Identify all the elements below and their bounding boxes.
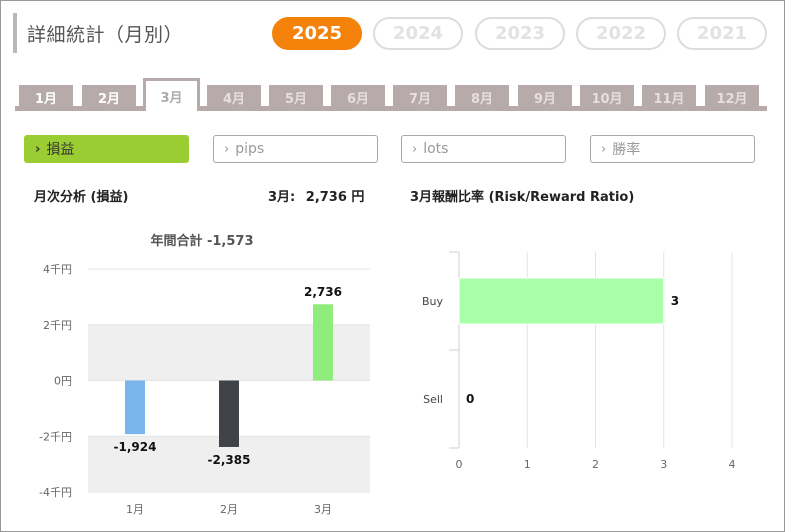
month-tab-3[interactable]: 3月 [143,78,200,111]
metric-button-lots[interactable]: › lots [401,135,566,163]
monthly-pl-chart: 年間合計 -1,573 4千円 2千円 0円 -2千円 -4千円 -1,924 -2,38… [39,233,370,516]
data-label: -2,385 [208,453,251,467]
rr-bar-buy[interactable] [458,277,665,325]
chevron-right-icon: › [412,141,418,157]
y-tick-label: -2千円 [39,430,72,443]
monthly-analysis-title: 月次分析 (損益) [34,190,129,205]
metric-button-pips[interactable]: › pips [213,135,378,163]
current-month-summary: 3月: 2,736 円 [268,186,364,205]
chevron-right-icon: › [601,141,607,157]
metric-button-label: 勝率 [612,142,641,158]
year-pill-2022[interactable]: 2022 [576,17,666,50]
x-tick-label: 2 [592,458,599,471]
y-tick-label: 0円 [54,375,72,388]
x-tick-label: 0 [456,458,463,471]
page-title: 詳細統計（月別） [27,23,184,46]
month-tab-12[interactable]: 12月 [705,85,759,109]
page-title-bar: 詳細統計（月別） [13,13,183,53]
metric-button-profit[interactable]: › 損益 [24,135,189,163]
month-tab-4[interactable]: 4月 [207,85,261,109]
month-tab-11[interactable]: 11月 [642,85,696,109]
month-tab-6[interactable]: 6月 [331,85,385,109]
year-pill-2024[interactable]: 2024 [373,17,463,50]
y-tick-label: 2千円 [43,319,72,332]
x-tick-label: 4 [729,458,736,471]
bar-1[interactable] [125,380,145,435]
current-month-label: 3月: [268,190,296,205]
month-tab-1[interactable]: 1月 [19,85,73,109]
rr-ratio-chart: 3 0 Buy Sell 0 1 2 3 4 [422,251,736,471]
month-tab-8[interactable]: 8月 [455,85,509,109]
y-tick-label: -4千円 [39,486,72,499]
year-pill-2025[interactable]: 2025 [272,17,362,50]
category-label: Buy [422,295,444,308]
current-month-value: 2,736 円 [305,190,365,205]
x-tick-label: 3月 [314,503,332,516]
year-pill-2023[interactable]: 2023 [475,17,565,50]
chevron-right-icon: › [224,141,230,157]
metric-button-label: pips [235,141,265,157]
bar-3[interactable] [313,304,333,381]
metric-button-label: lots [423,141,449,157]
data-label: -1,924 [114,440,157,454]
x-tick-label: 2月 [220,503,238,516]
metric-button-label: 損益 [46,142,75,158]
x-tick-label: 1 [524,458,531,471]
year-pill-2021[interactable]: 2021 [677,17,767,50]
month-tab-7[interactable]: 7月 [393,85,447,109]
metric-button-winrate[interactable]: › 勝率 [590,135,755,163]
month-tab-5[interactable]: 5月 [269,85,323,109]
data-label: 0 [466,392,474,406]
month-tab-baseline [15,106,767,111]
month-tab-2[interactable]: 2月 [82,85,136,109]
month-tab-9[interactable]: 9月 [518,85,572,109]
x-tick-label: 1月 [126,503,144,516]
data-label: 2,736 [304,285,342,299]
rr-ratio-title: 3月報酬比率 (Risk/Reward Ratio) [410,190,635,205]
category-label: Sell [423,393,443,406]
chart-title: 年間合計 -1,573 [150,233,253,249]
data-label: 3 [671,294,679,308]
y-tick-label: 4千円 [43,263,72,276]
x-tick-label: 3 [660,458,667,471]
month-tab-10[interactable]: 10月 [580,85,634,109]
bar-2[interactable] [219,380,239,447]
chevron-right-icon: › [35,141,41,157]
